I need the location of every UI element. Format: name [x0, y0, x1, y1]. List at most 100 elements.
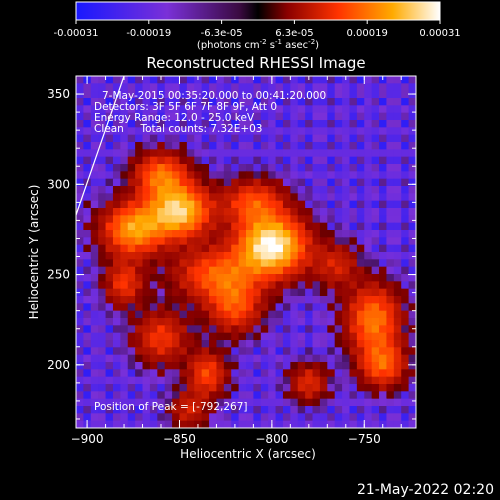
heatmap-cell	[223, 112, 232, 121]
heatmap-cell	[149, 362, 158, 370]
heatmap-cell	[342, 354, 351, 363]
heatmap-cell	[98, 413, 107, 422]
heatmap-cell	[216, 310, 225, 319]
heatmap-cell	[327, 296, 336, 304]
heatmap-cell	[327, 105, 336, 114]
heatmap-cell	[201, 303, 210, 312]
heatmap-cell	[371, 325, 380, 334]
heatmap-cell	[371, 413, 380, 422]
heatmap-cell	[231, 200, 240, 209]
heatmap-cell	[149, 303, 158, 312]
heatmap-cell	[319, 406, 328, 414]
heatmap-cell	[364, 259, 373, 268]
heatmap-cell	[356, 274, 365, 282]
heatmap-cell	[319, 112, 328, 121]
heatmap-cell	[371, 391, 380, 400]
heatmap-cell	[112, 318, 121, 326]
heatmap-cell	[260, 105, 269, 114]
heatmap-cell	[157, 384, 166, 392]
heatmap-cell	[275, 186, 284, 194]
heatmap-cell	[135, 90, 144, 99]
heatmap-cell	[179, 200, 188, 209]
heatmap-cell	[201, 171, 210, 180]
heatmap-cell	[356, 362, 365, 370]
heatmap-cell	[157, 156, 166, 165]
heatmap-cell	[105, 171, 114, 180]
heatmap-cell	[393, 252, 402, 260]
heatmap-cell	[312, 171, 321, 180]
heatmap-cell	[142, 208, 151, 216]
heatmap-cell	[209, 127, 218, 136]
heatmap-cell	[327, 222, 336, 231]
heatmap-cell	[90, 296, 99, 304]
heatmap-cell	[76, 325, 84, 334]
heatmap-cell	[201, 105, 210, 114]
heatmap-cell	[164, 164, 173, 172]
heatmap-cell	[379, 274, 388, 282]
heatmap-cell	[90, 244, 99, 253]
heatmap-cell	[408, 340, 416, 348]
heatmap-cell	[408, 303, 416, 312]
heatmap-cell	[238, 332, 247, 341]
heatmap-cell	[327, 281, 336, 290]
heatmap-cell	[194, 252, 203, 260]
heatmap-cell	[246, 332, 254, 341]
heatmap-cell	[223, 164, 232, 172]
heatmap-cell	[342, 369, 351, 378]
heatmap-cell	[401, 369, 410, 378]
heatmap-cell	[319, 105, 328, 114]
heatmap-cell	[408, 252, 416, 260]
heatmap-cell	[371, 200, 380, 209]
heatmap-cell	[342, 237, 351, 246]
heatmap-cell	[238, 178, 247, 187]
heatmap-cell	[231, 274, 240, 282]
heatmap-cell	[186, 347, 195, 356]
heatmap-cell	[379, 296, 388, 304]
heatmap-cell	[179, 83, 188, 92]
heatmap-cell	[260, 274, 269, 282]
heatmap-cell	[127, 406, 136, 414]
heatmap-cell	[253, 318, 262, 326]
heatmap-cell	[393, 259, 402, 268]
heatmap-cell	[223, 142, 232, 150]
heatmap-cell	[135, 178, 144, 187]
heatmap-cell	[149, 164, 158, 172]
heatmap-cell	[312, 149, 321, 158]
heatmap-cell	[90, 134, 99, 143]
heatmap-cell	[327, 215, 336, 224]
heatmap-cell	[179, 193, 188, 202]
heatmap-cell	[238, 134, 247, 143]
heatmap-cell	[120, 413, 129, 422]
heatmap-cell	[105, 259, 114, 268]
heatmap-cell	[135, 83, 144, 92]
heatmap-cell	[246, 406, 254, 414]
heatmap-cell	[349, 76, 358, 84]
heatmap-cell	[386, 318, 395, 326]
heatmap-cell	[209, 369, 218, 378]
heatmap-cell	[76, 369, 84, 378]
heatmap-cell	[98, 274, 107, 282]
heatmap-cell	[290, 237, 299, 246]
heatmap-cell	[297, 244, 306, 253]
heatmap-cell	[209, 281, 218, 290]
heatmap-cell	[408, 164, 416, 172]
heatmap-cell	[253, 76, 262, 84]
heatmap-cell	[135, 112, 144, 121]
heatmap-cell	[260, 340, 269, 348]
heatmap-cell	[135, 274, 144, 282]
heatmap-cell	[83, 384, 92, 392]
heatmap-cell	[98, 98, 107, 106]
heatmap-cell	[98, 391, 107, 400]
heatmap-cell	[238, 112, 247, 121]
heatmap-cell	[379, 318, 388, 326]
heatmap-cell	[246, 127, 254, 136]
heatmap-cell	[312, 288, 321, 297]
heatmap-cell	[172, 178, 181, 187]
heatmap-cell	[349, 266, 358, 275]
heatmap-cell	[312, 215, 321, 224]
heatmap-cell	[172, 76, 181, 84]
heatmap-cell	[76, 208, 84, 216]
heatmap-cell	[290, 420, 299, 428]
heatmap-cell	[386, 127, 395, 136]
